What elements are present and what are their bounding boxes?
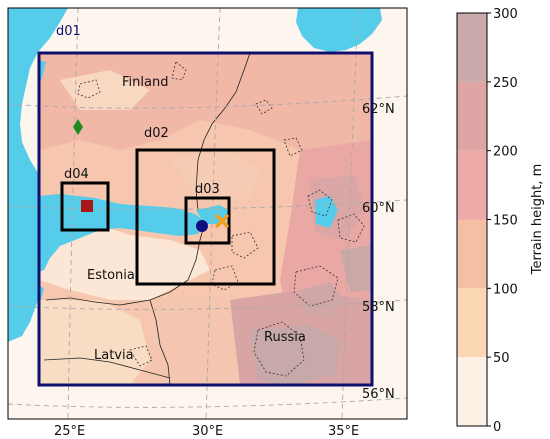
colorbar-label: Terrain height, m — [530, 164, 545, 276]
colorbar-band — [457, 288, 487, 358]
label-d01: d01 — [56, 24, 81, 39]
colorbar: 0 50 100 150 200 250 300 Terrain height, m — [456, 7, 545, 435]
domain-d01-frame — [37, 51, 374, 387]
colorbar-tick-label: 150 — [493, 214, 518, 229]
domain-d03-frame — [184, 196, 231, 245]
colorbar-tick-label: 0 — [493, 420, 501, 435]
terrain-lowland-finland-south — [60, 70, 150, 110]
terrain-far-east-patch — [340, 245, 372, 292]
colorbar-band — [457, 150, 487, 220]
terrain-pskov — [150, 300, 240, 385]
marker-red-square — [81, 200, 93, 212]
colorbar-ticks: 0 50 100 150 200 250 300 — [487, 7, 518, 435]
domain-d04-frame — [60, 181, 110, 232]
terrain-lowland-latvia — [39, 300, 150, 385]
colorbar-band — [457, 81, 487, 151]
colorbar-band — [457, 219, 487, 289]
domain-d02-frame — [135, 148, 276, 286]
label-d02: d02 — [144, 126, 169, 141]
colorbar-bands — [457, 13, 487, 426]
colorbar-band — [457, 357, 487, 426]
colorbar-tick-label: 300 — [493, 7, 518, 22]
label-d03: d03 — [195, 182, 220, 197]
lon-tick-35: 35°E — [328, 424, 359, 439]
map-border — [7, 7, 408, 420]
colorbar-tick-label: 100 — [493, 282, 518, 297]
graticule — [8, 8, 407, 419]
lat-tick-56: 56°N — [362, 387, 395, 402]
lat-tick-58: 58°N — [362, 300, 395, 315]
label-russia: Russia — [264, 330, 306, 345]
lon-tick-30: 30°E — [192, 424, 223, 439]
label-estonia: Estonia — [87, 268, 135, 283]
lat-tick-62: 62°N — [362, 102, 395, 117]
label-latvia: Latvia — [94, 348, 134, 363]
colorbar-tick-label: 250 — [493, 76, 518, 91]
lat-tick-60: 60°N — [362, 201, 395, 216]
colorbar-band — [457, 13, 487, 82]
contour-lines — [77, 61, 365, 377]
marker-green-diamond — [73, 119, 83, 135]
terrain-lowland-estonia — [39, 222, 210, 300]
label-finland: Finland — [122, 75, 168, 90]
lon-tick-25: 25°E — [54, 424, 85, 439]
marker-blue-circle — [196, 220, 208, 232]
country-borders — [43, 52, 251, 386]
terrain-mid-patch — [300, 282, 345, 318]
terrain-high-patch — [250, 325, 340, 385]
terrain-karelia — [170, 150, 260, 200]
colorbar-tick-label: 200 — [493, 145, 518, 160]
marker-orange-x — [215, 214, 229, 228]
colorbar-tick-label: 50 — [493, 351, 510, 366]
label-d04: d04 — [64, 167, 89, 182]
map-panel: d01 d02 d03 d04 Finland Estonia Latvia R… — [8, 8, 407, 419]
